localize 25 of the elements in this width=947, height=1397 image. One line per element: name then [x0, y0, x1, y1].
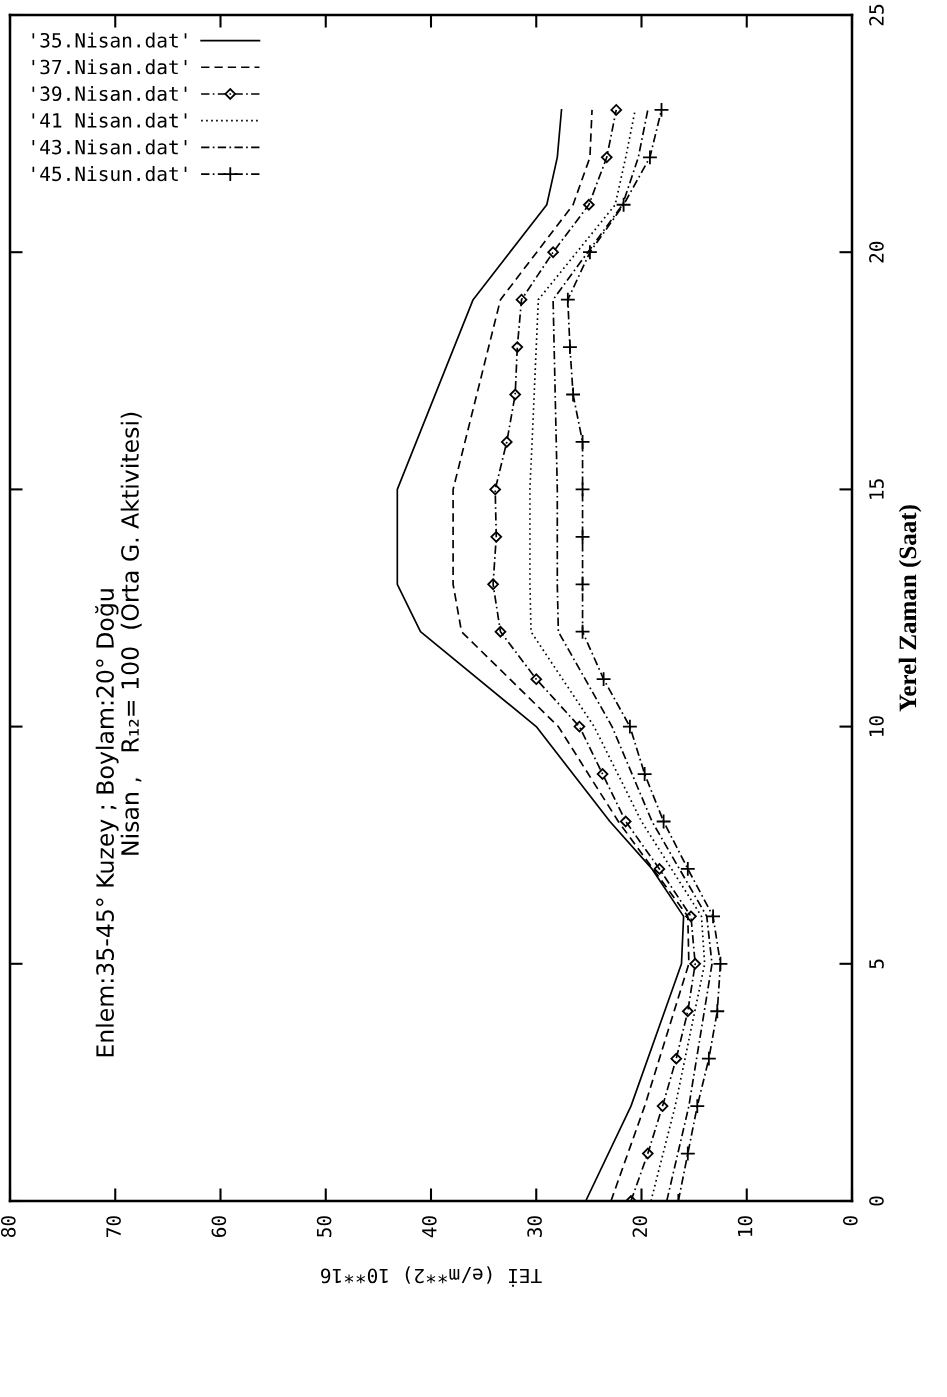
x-tick-label: 70 — [106, 1216, 121, 1237]
annotation: Enlem:35-45° Kuzey ; Boylam:20° Doğu — [95, 589, 119, 1057]
x-tick-label: 30 — [527, 1216, 542, 1237]
y-tick-label: 10 — [869, 716, 884, 736]
x-axis-title: TEİ (e/m**2) 10**16 — [321, 1266, 542, 1287]
x-tick-label: 80 — [0, 1216, 16, 1238]
x-tick-label: 40 — [421, 1216, 437, 1238]
y-tick-label: 0 — [869, 1196, 884, 1206]
y-tick-label: 15 — [869, 479, 884, 499]
annotation: Nisan , R₁₂= 100 (Orta G. Aktivitesi) — [120, 412, 142, 855]
y-tick-label: 20 — [869, 241, 884, 263]
legend-label: '41 Nisan.dat' — [32, 112, 187, 128]
legend-label: '45.Nisun.dat' — [32, 166, 187, 182]
x-tick-label: 50 — [316, 1216, 332, 1237]
x-tick-label: 10 — [737, 1216, 753, 1236]
legend-label: '37.Nisan.dat' — [32, 59, 187, 75]
legend-label: '43.Nisan.dat' — [32, 139, 187, 155]
y-tick-label: 25 — [869, 4, 884, 26]
legend-label: '39.Nisan.dat' — [32, 86, 187, 102]
y-axis-title: Yerel Zaman (Saat) — [898, 505, 922, 712]
x-tick-label: 0 — [842, 1216, 858, 1226]
x-tick-label: 60 — [211, 1216, 227, 1238]
y-tick-label: 5 — [869, 959, 884, 969]
x-tick-label: 20 — [632, 1216, 648, 1237]
legend-label: '35.Nisan.dat' — [32, 32, 187, 48]
